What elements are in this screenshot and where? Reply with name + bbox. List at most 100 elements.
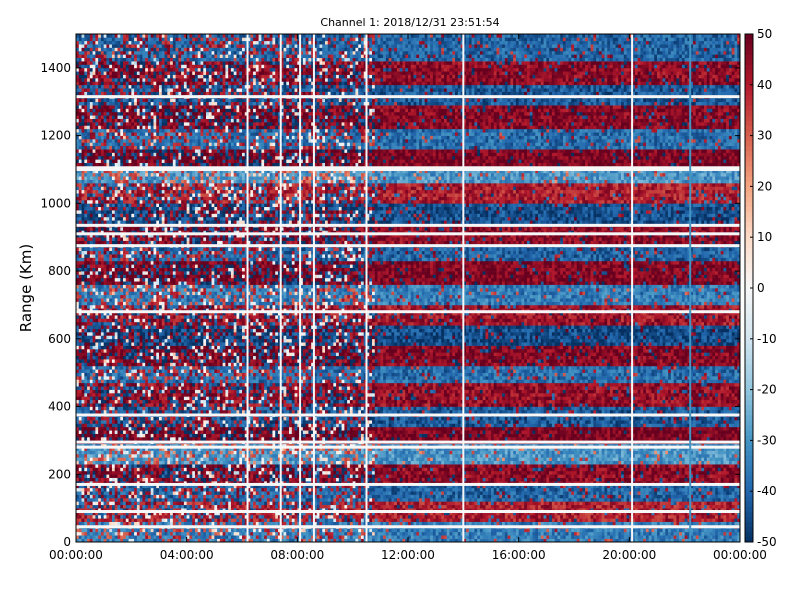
heatmap-cell: [626, 531, 630, 536]
heatmap-cell: [333, 491, 337, 495]
heatmap-cell: [242, 474, 246, 478]
heatmap-cell: [131, 484, 135, 489]
heatmap-cell: [413, 491, 417, 495]
heatmap-cell: [76, 470, 80, 475]
heatmap-cell: [446, 538, 450, 543]
heatmap-cell: [131, 504, 135, 509]
heatmap-cell: [200, 477, 204, 482]
heatmap-cell: [479, 484, 483, 489]
heatmap-cell: [521, 538, 525, 543]
heatmap-cell: [410, 508, 414, 512]
heatmap-cell: [576, 521, 580, 526]
heatmap-cell: [460, 535, 464, 539]
heatmap-cell: [455, 484, 459, 489]
heatmap-cell: [178, 491, 182, 495]
heatmap-cell: [449, 484, 453, 489]
heatmap-cell: [380, 504, 384, 509]
heatmap-cell: [258, 528, 262, 533]
heatmap-cell: [81, 481, 85, 485]
heatmap-cell: [125, 487, 129, 492]
heatmap-cell: [571, 508, 575, 512]
heatmap-cell: [482, 481, 486, 485]
heatmap-cell: [402, 514, 406, 519]
heatmap-cell: [161, 504, 165, 509]
heatmap-cell: [684, 484, 688, 489]
heatmap-cell: [242, 491, 246, 495]
heatmap-cell: [106, 497, 110, 502]
heatmap-cell: [551, 531, 555, 536]
heatmap-cell: [396, 491, 400, 495]
heatmap-cell: [283, 501, 287, 506]
heatmap-cell: [374, 528, 378, 533]
heatmap-cell: [266, 538, 270, 543]
heatmap-cell: [446, 535, 450, 539]
heatmap-cell: [289, 531, 293, 536]
heatmap-cell: [377, 504, 381, 509]
heatmap-cell: [690, 494, 694, 499]
heatmap-cell: [598, 481, 602, 485]
heatmap-cell: [394, 521, 398, 526]
heatmap-cell: [170, 514, 174, 519]
heatmap-cell: [640, 481, 644, 485]
heatmap-cell: [405, 484, 409, 489]
heatmap-cell: [546, 508, 550, 512]
heatmap-cell: [692, 481, 697, 485]
heatmap-cell: [438, 477, 442, 482]
heatmap-cell: [233, 484, 237, 489]
heatmap-cell: [681, 501, 685, 506]
heatmap-cell: [214, 501, 218, 506]
heatmap-cell: [360, 508, 365, 512]
heatmap-cell: [709, 481, 713, 485]
heatmap-cell: [242, 521, 246, 526]
heatmap-cell: [590, 470, 594, 475]
heatmap-cell: [596, 528, 600, 533]
heatmap-cell: [308, 518, 312, 522]
heatmap-cell: [341, 531, 345, 536]
heatmap-cell: [377, 521, 381, 526]
heatmap-cell: [535, 501, 539, 506]
heatmap-cell: [532, 538, 536, 543]
heatmap-cell: [374, 474, 378, 478]
heatmap-cell: [322, 531, 326, 536]
heatmap-cell: [385, 528, 389, 533]
heatmap-cell: [443, 518, 448, 522]
heatmap-cell: [726, 538, 730, 543]
heatmap-cell: [446, 531, 450, 536]
heatmap-cell: [485, 494, 489, 499]
heatmap-cell: [507, 484, 511, 489]
heatmap-cell: [372, 470, 376, 475]
heatmap-cell: [681, 528, 685, 533]
heatmap-cell: [648, 528, 652, 533]
heatmap-cell: [147, 538, 151, 543]
heatmap-cell: [737, 491, 741, 495]
heatmap-cell: [513, 531, 517, 536]
heatmap-cell: [239, 491, 243, 495]
heatmap-cell: [582, 511, 586, 516]
heatmap-cell: [441, 535, 445, 539]
heatmap-cell: [123, 521, 127, 526]
heatmap-cell: [183, 491, 187, 495]
heatmap-cell: [737, 484, 741, 489]
heatmap-cell: [571, 474, 575, 478]
heatmap-cell: [529, 481, 533, 485]
heatmap-cell: [366, 514, 370, 519]
heatmap-cell: [604, 511, 608, 516]
heatmap-cell: [679, 518, 683, 522]
heatmap-cell: [687, 531, 691, 536]
heatmap-cell: [347, 474, 351, 478]
heatmap-cell: [438, 535, 442, 539]
heatmap-cell: [161, 531, 165, 536]
heatmap-cell: [405, 491, 409, 495]
heatmap-cell: [208, 511, 212, 516]
heatmap-cell: [471, 538, 475, 543]
heatmap-cell: [441, 531, 445, 536]
heatmap-cell: [659, 494, 663, 499]
heatmap-cell: [87, 477, 91, 482]
heatmap-cell: [543, 497, 547, 502]
heatmap-cell: [228, 497, 232, 502]
heatmap-cell: [626, 504, 630, 509]
heatmap-cell: [676, 508, 680, 512]
heatmap-cell: [308, 508, 312, 512]
heatmap-cell: [668, 528, 672, 533]
heatmap-cell: [247, 477, 251, 482]
